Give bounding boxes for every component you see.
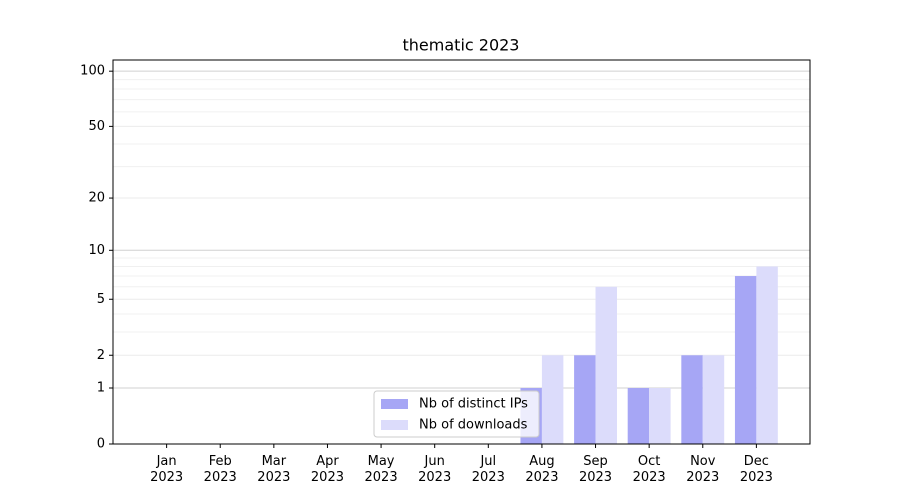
x-tick-label: Nov 2023	[686, 454, 719, 485]
legend-label: Nb of downloads	[419, 418, 528, 433]
legend: Nb of distinct IPs Nb of downloads	[373, 390, 540, 438]
y-tick-label: 10	[88, 243, 105, 258]
x-tick-label: Oct 2023	[633, 454, 666, 485]
y-tick-label: 2	[97, 348, 105, 363]
plot-frame	[112, 59, 811, 445]
chart-title: thematic 2023	[403, 36, 520, 55]
bar	[627, 388, 650, 444]
bar	[649, 388, 671, 444]
bar	[574, 355, 596, 444]
y-tick-label: 0	[97, 437, 105, 452]
x-tick-label: May 2023	[365, 454, 398, 485]
x-tick-label: Jan 2023	[150, 454, 183, 485]
x-tick-label: Jun 2023	[418, 454, 451, 485]
x-tick-label: Aug 2023	[525, 454, 558, 485]
x-tick-label: Apr 2023	[311, 454, 344, 485]
y-tick-label: 100	[80, 64, 105, 79]
x-tick-label: Mar 2023	[257, 454, 290, 485]
bar	[681, 355, 703, 444]
bar	[541, 355, 564, 444]
y-tick-label: 1	[97, 381, 105, 396]
y-tick-label: 20	[88, 191, 105, 206]
y-tick-label: 5	[97, 292, 105, 307]
bar	[756, 266, 778, 444]
legend-swatch	[381, 420, 408, 430]
x-tick-label: Dec 2023	[740, 454, 773, 485]
legend-swatch	[381, 399, 408, 409]
legend-label: Nb of distinct IPs	[419, 397, 528, 412]
x-tick-label: Jul 2023	[472, 454, 505, 485]
y-tick-label: 50	[88, 119, 105, 134]
x-tick-label: Feb 2023	[204, 454, 237, 485]
bar	[702, 355, 725, 444]
legend-box	[373, 390, 540, 438]
x-tick-label: Sep 2023	[579, 454, 612, 485]
bar	[595, 286, 617, 444]
bar	[734, 276, 757, 444]
